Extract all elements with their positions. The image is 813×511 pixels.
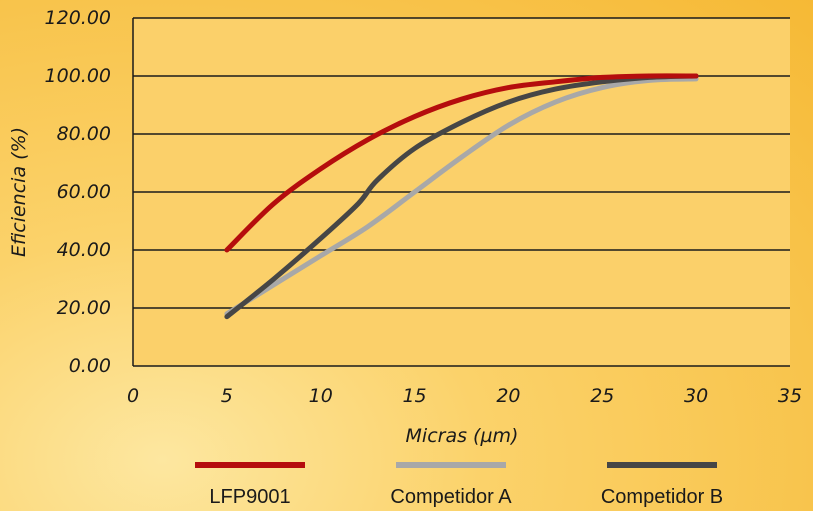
- y-tick-labels: 0.00 20.00 40.00 60.00 80.00 100.00 120.00: [45, 7, 111, 377]
- y-tick-label: 0.00: [69, 355, 111, 377]
- legend: LFP9001 Competidor A Competidor B: [195, 462, 723, 508]
- y-tick-label: 60.00: [57, 181, 111, 203]
- x-tick-label: 20: [496, 385, 520, 407]
- legend-label-lfp9001: LFP9001: [209, 486, 290, 508]
- series-lines: [224, 73, 699, 320]
- series-line-lfp9001: [224, 73, 699, 253]
- y-tick-label: 100.00: [45, 65, 111, 87]
- series-line-competidor-a: [224, 76, 699, 317]
- y-axis-title: Eficiencia (%): [8, 127, 30, 257]
- x-tick-labels: 0 5 10 15 20 25 30 35: [127, 385, 802, 407]
- y-tick-label: 20.00: [57, 297, 111, 319]
- x-axis-title: Micras (µm): [406, 425, 519, 447]
- y-tick-label: 120.00: [45, 7, 111, 29]
- legend-label-competidor-b: Competidor B: [601, 486, 723, 508]
- x-tick-label: 25: [590, 385, 614, 407]
- series-line-competidor-b: [224, 73, 699, 320]
- x-tick-label: 15: [402, 385, 426, 407]
- legend-label-competidor-a: Competidor A: [390, 486, 512, 508]
- y-tick-label: 40.00: [57, 239, 111, 261]
- y-tick-label: 80.00: [57, 123, 111, 145]
- x-tick-label: 0: [127, 385, 139, 407]
- grid-lines: [133, 17, 790, 309]
- x-tick-label: 30: [684, 385, 708, 407]
- x-tick-label: 5: [221, 385, 233, 407]
- x-tick-label: 10: [309, 385, 333, 407]
- x-tick-label: 35: [778, 385, 802, 407]
